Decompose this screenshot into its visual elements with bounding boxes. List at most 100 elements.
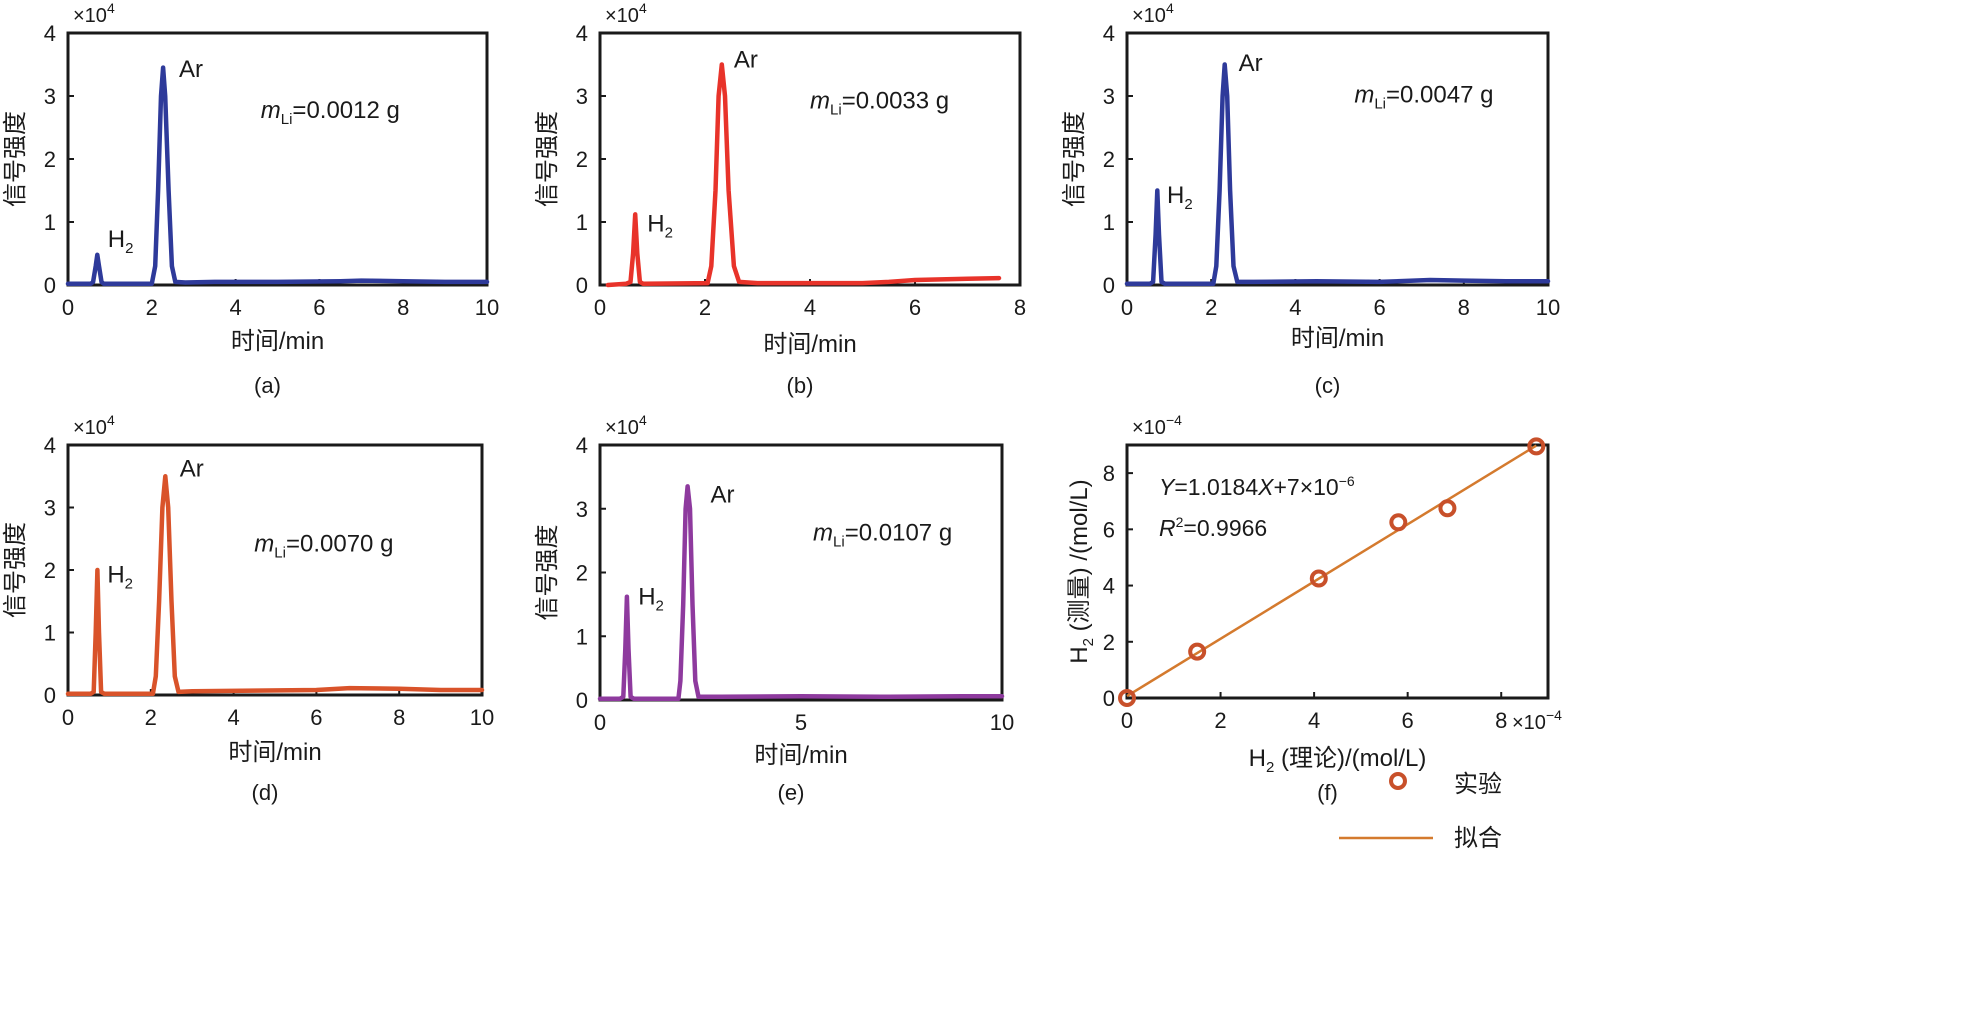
mass-label-value: =0.0107 g bbox=[845, 520, 952, 547]
panel-a: 0 2 4 6 8 1001234(a)×104时间/min信号强度ArH2mLi=0.0… bbox=[2, 0, 499, 398]
mass-label-sub: Li bbox=[1374, 95, 1386, 112]
y-tick-label: 2 bbox=[1103, 147, 1115, 172]
x-tick-label: 8 bbox=[1014, 295, 1026, 320]
x-multiplier: ×10−4 bbox=[1512, 707, 1562, 734]
x-axis-label: 时间/min bbox=[754, 742, 847, 769]
y-tick-label: 3 bbox=[576, 497, 588, 522]
mass-label-symbol: m bbox=[813, 520, 833, 547]
panel-c: 0 2 4 6 8 1001234(c)×104时间/min信号强度ArH2mLi=0.0… bbox=[1061, 0, 1560, 398]
mass-label: mLi=0.0070 g bbox=[254, 530, 393, 561]
panel-caption: (a) bbox=[254, 373, 281, 398]
panel-caption: (d) bbox=[252, 780, 279, 805]
r2-sup: 2 bbox=[1176, 514, 1184, 530]
y-axis-label: 信号强度 bbox=[2, 522, 29, 618]
y-multiplier-exp: 4 bbox=[107, 0, 115, 16]
y-tick-label: 4 bbox=[576, 433, 588, 458]
y-multiplier-base: ×10 bbox=[1132, 417, 1166, 439]
y-multiplier-base: ×10 bbox=[605, 417, 639, 439]
y-tick-label: 4 bbox=[576, 21, 588, 46]
peak-annotation: Ar bbox=[179, 56, 203, 83]
series-line-signal bbox=[1124, 62, 1551, 286]
x-tick-label: 0 bbox=[1121, 295, 1133, 320]
peak-annotation: H2 bbox=[647, 210, 673, 241]
x-axis-label: 时间/min bbox=[228, 739, 321, 766]
data-point bbox=[1188, 642, 1207, 661]
mass-label-sub: Li bbox=[833, 534, 845, 551]
x-axis-label: 时间/min bbox=[1291, 325, 1384, 352]
x-tick-label: 8 bbox=[397, 295, 409, 320]
y-tick-label: 0 bbox=[576, 688, 588, 713]
x-tick-label: 0 bbox=[62, 295, 74, 320]
y-tick-label: 3 bbox=[44, 84, 56, 109]
r2-r: R bbox=[1159, 515, 1176, 541]
panel-caption: (c) bbox=[1315, 373, 1341, 398]
peak-annotation-sub: 2 bbox=[665, 224, 673, 241]
fit-line bbox=[1126, 444, 1537, 698]
legend-label-experiment: 实验 bbox=[1454, 771, 1502, 798]
y-multiplier: ×104 bbox=[73, 0, 115, 27]
y-multiplier-base: ×10 bbox=[73, 5, 107, 27]
y-tick-label: 3 bbox=[44, 496, 56, 521]
y-multiplier-exp: 4 bbox=[639, 0, 647, 16]
x-tick-label: 2 bbox=[699, 295, 711, 320]
y-tick-label: 0 bbox=[1103, 273, 1115, 298]
x-tick-label: 6 bbox=[909, 295, 921, 320]
x-tick-label: 6 bbox=[313, 295, 325, 320]
y-label-sub: 2 bbox=[1080, 638, 1097, 646]
mass-label-symbol: m bbox=[254, 530, 274, 557]
y-multiplier-exp: −4 bbox=[1166, 412, 1182, 428]
x-axis-label: H2 (理论)/(mol/L) bbox=[1249, 745, 1427, 776]
peak-annotation-text: H bbox=[647, 210, 664, 237]
x-tick-label: 6 bbox=[310, 705, 322, 730]
panel-caption: (f) bbox=[1317, 780, 1338, 805]
data-point bbox=[1389, 513, 1408, 532]
y-tick-label: 6 bbox=[1103, 517, 1115, 542]
series-line-signal bbox=[65, 65, 490, 286]
peak-annotation: H2 bbox=[107, 562, 133, 593]
peak-annotation-text: Ar bbox=[734, 47, 758, 74]
y-tick-label: 2 bbox=[576, 561, 588, 586]
peak-annotation: Ar bbox=[711, 481, 735, 508]
mass-label-symbol: m bbox=[1354, 81, 1374, 108]
peak-annotation-sub: 2 bbox=[1184, 196, 1192, 213]
mass-label: mLi=0.0033 g bbox=[810, 88, 949, 119]
y-label-pre: H bbox=[1066, 646, 1093, 663]
legend-marker-experiment bbox=[1389, 772, 1407, 790]
y-tick-label: 0 bbox=[576, 273, 588, 298]
y-multiplier: ×104 bbox=[605, 412, 647, 439]
y-multiplier-base: ×10 bbox=[605, 5, 639, 27]
y-tick-label: 4 bbox=[44, 21, 56, 46]
y-multiplier-base: ×10 bbox=[73, 417, 107, 439]
y-multiplier: ×104 bbox=[1132, 0, 1174, 27]
x-tick-label: 10 bbox=[475, 295, 499, 320]
x-label-post: (理论)/(mol/L) bbox=[1274, 745, 1426, 772]
y-multiplier-base: ×10 bbox=[1132, 5, 1166, 27]
data-point bbox=[1309, 569, 1328, 588]
fit-equation: Y=1.0184X+7×10−6 bbox=[1159, 473, 1355, 500]
series-line-signal bbox=[65, 474, 485, 697]
peak-annotation: H2 bbox=[108, 226, 134, 257]
y-multiplier-exp: 4 bbox=[107, 412, 115, 428]
eq-exp: −6 bbox=[1339, 473, 1355, 489]
peak-annotation: H2 bbox=[638, 583, 664, 614]
x-tick-label: 4 bbox=[229, 295, 241, 320]
plot-frame bbox=[1125, 443, 1550, 700]
x-tick-label: 8 bbox=[1495, 708, 1507, 733]
mass-label-sub: Li bbox=[830, 102, 842, 119]
y-multiplier: ×10−4 bbox=[1132, 412, 1182, 439]
peak-annotation-sub: 2 bbox=[656, 597, 664, 614]
y-tick-label: 4 bbox=[1103, 21, 1115, 46]
y-tick-label: 1 bbox=[576, 210, 588, 235]
x-tick-label: 4 bbox=[227, 705, 239, 730]
series-line-signal bbox=[605, 62, 1002, 288]
peak-annotation-text: H bbox=[1167, 182, 1184, 209]
x-tick-label: 0 bbox=[594, 710, 606, 735]
peak-annotation: Ar bbox=[734, 47, 758, 74]
y-tick-label: 0 bbox=[44, 273, 56, 298]
y-tick-label: 1 bbox=[576, 624, 588, 649]
x-label-pre: H bbox=[1249, 745, 1266, 772]
mass-label: mLi=0.0107 g bbox=[813, 520, 952, 551]
y-axis-label: 信号强度 bbox=[534, 525, 561, 621]
peak-annotation-text: Ar bbox=[711, 481, 735, 508]
y-tick-label: 1 bbox=[44, 621, 56, 646]
